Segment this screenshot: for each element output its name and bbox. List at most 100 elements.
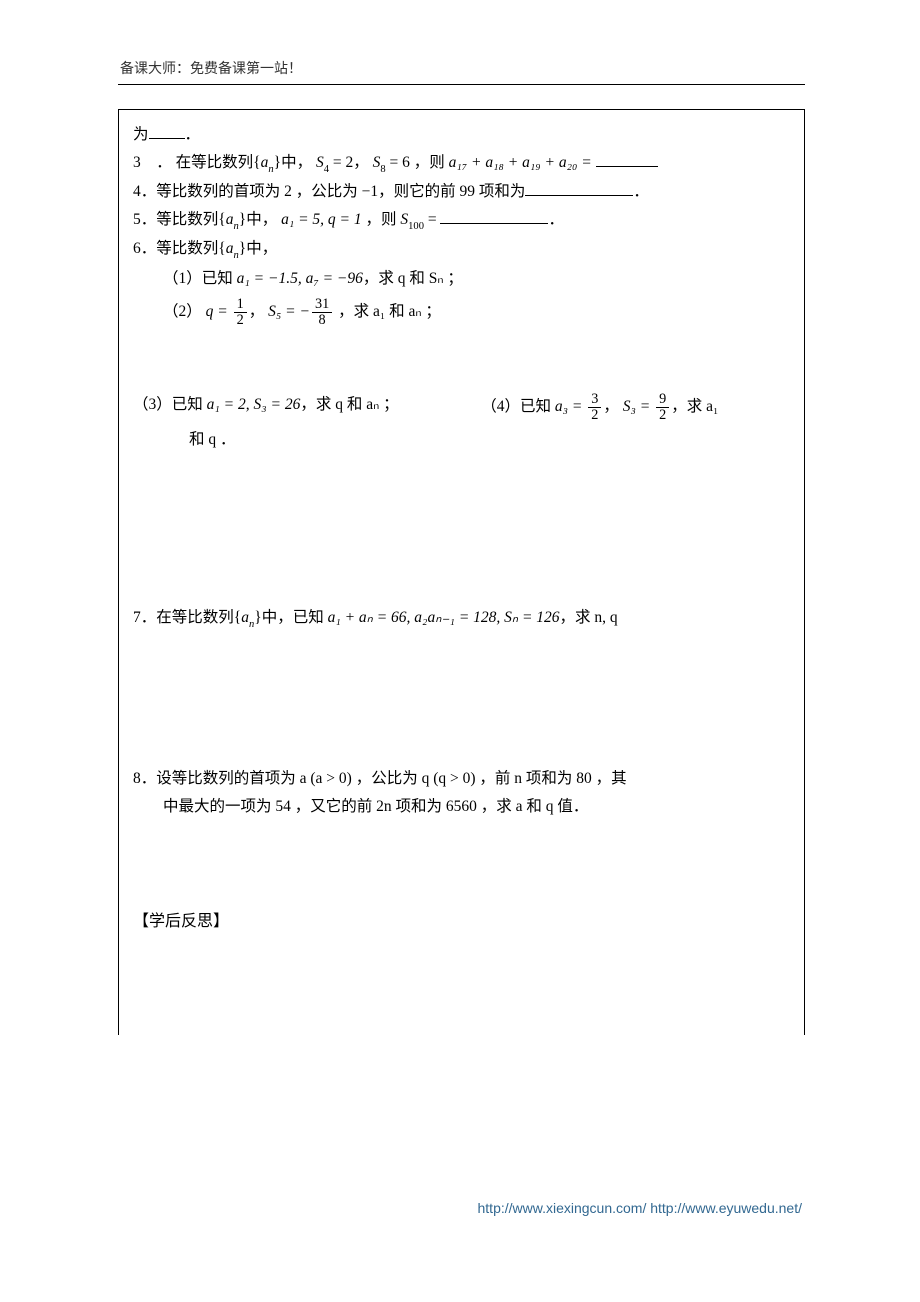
- q3-S8-sub: 8: [380, 164, 385, 175]
- q5-seq-braces: an: [218, 211, 246, 228]
- q6-3-label: （3）已知: [133, 396, 207, 413]
- q6-3-line: （3）已知 a₁ = 2, S₃ = 26，求 q 和 aₙ ；: [133, 392, 481, 418]
- q6-4-S3-frac: 92: [656, 392, 669, 423]
- q6-1-line: （1）已知 a₁ = −1.5, a₇ = −96，求 q 和 Sₙ ；: [133, 266, 790, 292]
- q3-terms: a₁₇ + a₁₈ + a₁₉ + a₂₀ =: [449, 154, 592, 171]
- q8-line-a: 8．设等比数列的首项为 a (a > 0) ，公比为 q (q > 0) ，前 …: [133, 766, 790, 792]
- q6-2-q-lhs: q =: [206, 303, 232, 320]
- q6-3-col: （3）已知 a₁ = 2, S₃ = 26，求 q 和 aₙ ；: [133, 390, 481, 425]
- q6-4-comma: ，: [603, 398, 619, 415]
- q4-text: 4．等比数列的首项为 2 ，公比为 −1，则它的前 99 项和为: [133, 183, 525, 200]
- q3-text-b: 中，: [281, 154, 312, 171]
- q7-seq-a: a: [241, 609, 249, 626]
- q3-S8-val: = 6: [386, 154, 410, 171]
- q3-line: 3 ． 在等比数列an中， S4 = 2， S8 = 6 ，则 a₁₇ + a₁…: [133, 150, 790, 177]
- q5-punct: ．: [548, 211, 564, 228]
- q3-seq-n: n: [268, 164, 273, 175]
- q6-3-4-row: （3）已知 a₁ = 2, S₃ = 26，求 q 和 aₙ ； （4）已知 a…: [133, 390, 790, 425]
- q5-text-b: 中，: [246, 211, 277, 228]
- q6-2-q-num: 1: [234, 297, 247, 312]
- q3-then: ，则: [414, 154, 449, 171]
- header-rule: [118, 84, 805, 85]
- q4-line: 4．等比数列的首项为 2 ，公比为 −1，则它的前 99 项和为 ．: [133, 179, 790, 205]
- q6-2-S-num: 31: [312, 297, 332, 312]
- q2-blank: [149, 124, 185, 139]
- q7-seq-n: n: [249, 619, 254, 630]
- q6-2-S-frac: 318: [312, 297, 332, 328]
- q6-seq-n: n: [233, 250, 238, 261]
- q7-ask: ，求 n, q: [560, 609, 618, 626]
- q4-blank: [525, 181, 633, 196]
- q3-comma1: ，: [353, 154, 369, 171]
- q6-2-ask: ，求 a₁ 和 aₙ ；: [338, 303, 441, 320]
- q6-4-a3-num: 3: [588, 392, 601, 407]
- q3-S4: S: [316, 154, 324, 171]
- q6-1-label: （1）已知: [163, 270, 237, 287]
- q2-punct: ．: [185, 126, 201, 143]
- q6-4-a3-frac: 32: [588, 392, 601, 423]
- q5-blank: [440, 209, 548, 224]
- page-root: 备课大师：免费备课第一站！ 为． 3 ． 在等比数列an中， S4 = 2， S…: [0, 0, 920, 1035]
- q6-4-col: （4）已知 a₃ = 32， S₃ = 92，求 a₁: [481, 390, 790, 425]
- q8-text-a: 8．设等比数列的首项为 a (a > 0) ，公比为 q (q > 0) ，前 …: [133, 770, 627, 787]
- q3-text-a: 在等比数列: [176, 154, 254, 171]
- q3-blank: [596, 152, 658, 167]
- q5-then: ，则: [366, 211, 401, 228]
- q5-line: 5．等比数列an中， a₁ = 5, q = 1 ，则 S100 = ．: [133, 207, 790, 234]
- page-header: 备课大师：免费备课第一站！: [118, 58, 805, 78]
- q7-text-b: 中，已知: [262, 609, 328, 626]
- gap-after-6-4: [133, 455, 790, 603]
- q5-a1: a₁ = 5, q = 1: [281, 211, 362, 228]
- q6-2-q-den: 2: [234, 312, 247, 328]
- gap-after-7: [133, 634, 790, 764]
- q6-4-S3-den: 2: [656, 407, 669, 423]
- q5-S: S: [400, 211, 408, 228]
- gap-after-8: [133, 821, 790, 907]
- q6-2-label: （2）: [163, 303, 202, 320]
- q6-4-line: （4）已知 a₃ = 32， S₃ = 92，求 a₁: [481, 392, 790, 423]
- q8-line-b: 中最大的一项为 54 ，又它的前 2n 项和为 6560 ，求 a 和 q 值．: [133, 794, 790, 820]
- q3-seq-braces: an: [253, 154, 281, 171]
- q5-seq-n: n: [233, 221, 238, 232]
- q6-2-S-den: 8: [312, 312, 332, 328]
- page-footer-link[interactable]: http://www.xiexingcun.com/ http://www.ey…: [478, 1200, 803, 1216]
- q6-text-a: 6．等比数列: [133, 240, 218, 257]
- q8-text-b: 中最大的一项为 54 ，又它的前 2n 项和为 6560 ，求 a 和 q 值．: [163, 798, 588, 815]
- q5-S-sub: 100: [408, 221, 424, 232]
- q6-text-b: 中，: [246, 240, 277, 257]
- q6-2-comma: ，: [249, 303, 265, 320]
- q5-text-a: 5．等比数列: [133, 211, 218, 228]
- q7-seq-braces: an: [234, 609, 262, 626]
- q6-4-label: （4）已知: [481, 398, 555, 415]
- gap-after-6-2: [133, 330, 790, 390]
- q5-eq: =: [424, 211, 437, 228]
- q6-seq-braces: an: [218, 240, 246, 257]
- q6-line: 6．等比数列an中，: [133, 236, 790, 263]
- q6-4-a3-den: 2: [588, 407, 601, 423]
- q7-line: 7．在等比数列an中，已知 a₁ + aₙ = 66, a₂aₙ₋₁ = 128…: [133, 605, 790, 632]
- q2-tail-line: 为．: [133, 122, 790, 148]
- q4-punct: ．: [633, 183, 649, 200]
- q6-4-cont-line: 和 q ．: [133, 427, 790, 453]
- q3-prefix: 3 ．: [133, 154, 172, 171]
- q6-4-ask: ，求 a₁: [671, 398, 718, 415]
- q3-S4-sub: 4: [324, 164, 329, 175]
- q6-1-ask: ，求 q 和 Sₙ ；: [363, 270, 463, 287]
- q6-4-S3-lhs: S₃ =: [623, 398, 654, 415]
- q6-2-S-lhs: S₅ = −: [268, 303, 310, 320]
- q6-2-line: （2） q = 12， S₅ = −318 ，求 a₁ 和 aₙ ；: [133, 297, 790, 328]
- q6-4-cont: 和 q ．: [189, 431, 236, 448]
- q3-S4-val: = 2: [329, 154, 353, 171]
- content-box: 为． 3 ． 在等比数列an中， S4 = 2， S8 = 6 ，则 a₁₇ +…: [118, 109, 805, 1035]
- q6-1-body: a₁ = −1.5, a₇ = −96: [237, 270, 363, 287]
- q6-4-S3-num: 9: [656, 392, 669, 407]
- q7-text-a: 7．在等比数列: [133, 609, 234, 626]
- q6-3-body: a₁ = 2, S₃ = 26: [207, 396, 301, 413]
- reflection-title: 【学后反思】: [133, 909, 790, 935]
- q2-tail-text: 为: [133, 126, 149, 143]
- q6-4-a3-lhs: a₃ =: [555, 398, 586, 415]
- q7-body: a₁ + aₙ = 66, a₂aₙ₋₁ = 128, Sₙ = 126: [328, 609, 560, 626]
- reflection-text: 【学后反思】: [133, 913, 229, 930]
- q6-2-q-frac: 12: [234, 297, 247, 328]
- q6-3-ask: ，求 q 和 aₙ ；: [300, 396, 398, 413]
